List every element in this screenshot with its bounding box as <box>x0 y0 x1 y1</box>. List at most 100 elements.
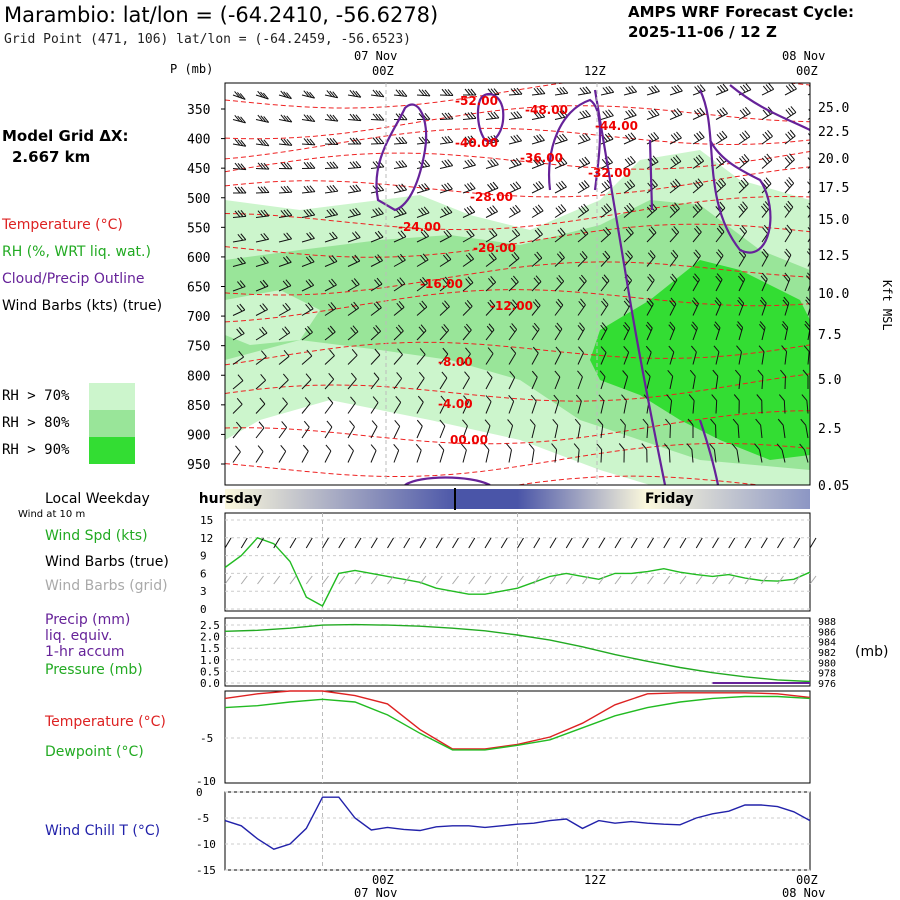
wind-barb-feather-12-9-0 <box>441 371 448 379</box>
wind-barb-feather-5-20-1 <box>694 204 701 211</box>
wind-barb-feather-2-2-0 <box>286 139 293 146</box>
wind-barb-9-17 <box>623 304 632 316</box>
wind-barb-feather-2-12-0 <box>516 134 522 142</box>
wind-barb-feather-5-2-0 <box>286 209 293 216</box>
wind-barb-feather-6-10-0 <box>468 229 475 236</box>
wind-barb-feather-7-10-1 <box>465 254 472 262</box>
surface-barb-true-33 <box>760 537 768 549</box>
wind-barb-14-12 <box>508 425 514 439</box>
surface-barb-true-14 <box>452 537 459 549</box>
surface-barb-true-25 <box>630 537 638 549</box>
wind-at-label: Wind at 10 m <box>18 509 86 520</box>
wind-barb-feather-7-22-1 <box>738 251 745 259</box>
wind-barb-13-13 <box>531 401 537 414</box>
surface-barb-true-23 <box>598 537 606 549</box>
wind-barb-11-11 <box>485 353 494 365</box>
surface-barb-true-5 <box>305 537 313 549</box>
wind-barb-9-22 <box>738 303 745 316</box>
temperature-contour-1 <box>225 105 810 140</box>
wind-barb-feather-3-20-0 <box>698 154 705 162</box>
wind-barb-feather-7-5-0 <box>354 254 361 262</box>
wind-barb-10-22 <box>738 327 744 341</box>
wind-barb-6-13 <box>531 233 543 243</box>
wind-barb-feather-6-6-1 <box>374 231 381 239</box>
surface-barb-grid-31 <box>728 575 736 585</box>
wind-barb-feather-1-11-1 <box>490 111 497 119</box>
wind-barb-7-11 <box>485 258 497 267</box>
wind-barb-feather-6-18-1 <box>648 228 655 236</box>
wind-barb-feather-7-6-0 <box>377 254 383 261</box>
temp-series-0 <box>224 690 811 750</box>
wind-barb-feather-6-0-1 <box>237 233 244 241</box>
wind-barb-12-22 <box>738 376 741 390</box>
wind-barb-5-18 <box>646 208 658 218</box>
wind-barb-feather-8-8-0 <box>422 277 428 284</box>
wind-barb-9-13 <box>531 305 541 316</box>
temperature-contour-labels: -52.00 -48.00 -44.00 -40.00 -36.00 -32.00 -28.… <box>398 94 638 447</box>
wind-barb-feather-9-4-1 <box>328 303 334 311</box>
wind-barb-feather-5-6-2 <box>372 209 379 216</box>
wind-barb-9-10 <box>462 305 473 316</box>
temperature-label--4.00: -4.00 <box>438 397 473 411</box>
wind-barb-feather-10-4-0 <box>329 325 336 333</box>
wind-barb-feather-4-15-0 <box>583 180 590 187</box>
wind-barb-feather-8-17-0 <box>626 274 633 281</box>
wind-barb-feather-10-8-0 <box>420 324 427 331</box>
wind-barb-feather-0-20-0 <box>699 84 706 91</box>
temperature-label--8.00: -8.00 <box>438 355 473 369</box>
wind-barb-10-21 <box>715 327 721 341</box>
wind-barb-feather-0-24-1 <box>788 83 795 91</box>
wind-barb-feather-11-4-0 <box>329 349 335 356</box>
pressure-axis-title: P (mb) <box>170 62 214 76</box>
wind-barb-feather-15-3-0 <box>302 444 309 452</box>
model-grid-value: 2.667 km <box>12 148 91 166</box>
bottom-date-2: 08 Nov <box>782 886 826 900</box>
wind-barb-feather-4-9-0 <box>446 182 453 190</box>
temperature-label--40.00: -40.00 <box>455 136 498 150</box>
wind-barb-feather-2-0-0 <box>240 139 247 147</box>
surface-barb-true-17 <box>500 537 508 549</box>
wind-barb-feather-8-11-0 <box>490 275 497 283</box>
wind-barb-feather-3-9-2 <box>441 160 448 168</box>
surface-barb-grid-10 <box>387 575 394 585</box>
wind-barb-12-12 <box>508 377 516 390</box>
wind-barb-feather-4-14-2 <box>555 183 562 191</box>
wind-barb-9-5 <box>347 307 359 316</box>
bottom-date-1: 07 Nov <box>354 886 398 900</box>
surface-barb-grid-19 <box>533 575 541 585</box>
wind-barb-feather-7-21-1 <box>716 251 722 259</box>
wind-barb-12-23 <box>761 375 764 390</box>
surface-barb-true-31 <box>728 537 736 549</box>
wind-barb-6-6 <box>370 236 384 243</box>
wind-barb-feather-5-6-1 <box>375 208 381 215</box>
wind-barb-feather-0-1-2 <box>257 90 264 98</box>
wind-barb-10-6 <box>370 330 381 341</box>
legend-rh80-swatch <box>89 410 135 437</box>
wind-barb-feather-0-22-0 <box>745 83 752 91</box>
wind-barb-11-8 <box>416 354 426 365</box>
wind-barb-feather-4-0-0 <box>240 186 247 194</box>
wind-barb-14-9 <box>439 425 446 439</box>
wind-barb-feather-0-10-1 <box>467 88 474 96</box>
wind-barb-feather-14-9-0 <box>439 419 446 427</box>
wind-barb-feather-0-2-0 <box>286 92 292 99</box>
wind-barb-12-0 <box>232 380 244 390</box>
wind-barb-3-25 <box>807 165 810 169</box>
wind-barb-14-7 <box>393 426 401 439</box>
wind-barb-feather-14-6-0 <box>371 420 378 427</box>
surface-barb-true-16 <box>484 537 492 549</box>
wind-barb-feather-2-23-0 <box>767 130 773 137</box>
wind-barb-feather-5-9-0 <box>446 206 453 213</box>
wind-barb-14-14 <box>554 425 559 439</box>
wind-barb-feather-1-5-0 <box>355 114 362 121</box>
wind-barb-11-14 <box>554 352 562 365</box>
wind-barb-feather-8-2-1 <box>282 280 289 288</box>
wind-barb-feather-7-23-1 <box>761 251 768 259</box>
wind-barb-7-4 <box>324 260 338 267</box>
wind-barb-feather-3-5-1 <box>352 161 359 168</box>
surface-barb-grid-7 <box>338 575 346 585</box>
wind-barb-feather-13-15-0 <box>575 394 582 402</box>
wind-barb-feather-1-11-0 <box>493 111 500 119</box>
wind-barb-feather-0-6-0 <box>378 90 385 98</box>
wind-barb-feather-7-19-0 <box>672 249 679 257</box>
